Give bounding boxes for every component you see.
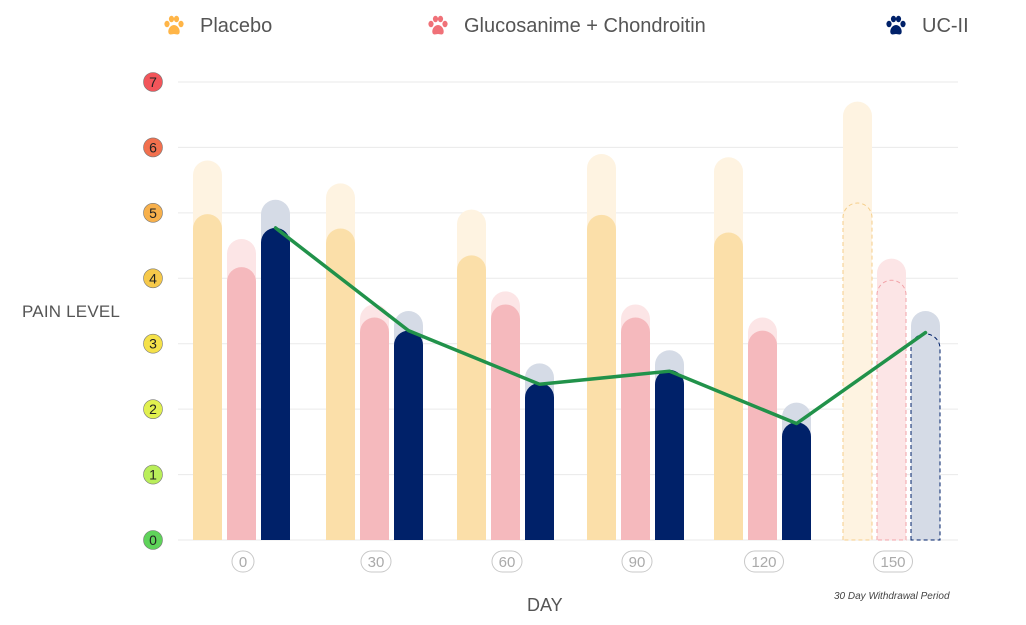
x-tick-pill xyxy=(873,550,913,573)
ucii-bar xyxy=(261,227,290,540)
y-axis-label: PAIN LEVEL xyxy=(22,302,121,321)
bar-group-day-120 xyxy=(714,157,811,540)
y-tick-label: 4 xyxy=(149,270,157,286)
placebo-bar xyxy=(714,232,743,540)
withdrawal-note: 30 Day Withdrawal Period xyxy=(834,591,950,602)
placebo-bar-range xyxy=(843,101,872,540)
glucosamine-bar xyxy=(491,304,520,540)
y-tick-badge xyxy=(143,137,163,158)
ucii-bar xyxy=(525,382,554,540)
ucii-bar-range xyxy=(911,311,940,540)
ucii-bar xyxy=(394,330,423,540)
bar-group-day-90 xyxy=(587,153,684,540)
placebo-bar-withdrawal xyxy=(842,202,873,541)
x-tick-label: 120 xyxy=(751,554,776,571)
legend-label: Glucosanime + Chondroitin xyxy=(464,14,706,37)
bar-group-day-30 xyxy=(326,183,423,540)
legend: Placebo Glucosanime + Chondroitin UC-II xyxy=(0,14,1026,48)
legend-item-placebo: Placebo xyxy=(162,14,272,38)
glucosamine-bar-withdrawal xyxy=(876,279,907,541)
y-tick-label: 0 xyxy=(149,532,157,548)
legend-item-glucosamine: Glucosanime + Chondroitin xyxy=(426,14,706,38)
glucosamine-bar xyxy=(621,317,650,540)
bar-group-day-0 xyxy=(193,160,290,541)
ucii-bar xyxy=(782,422,811,540)
legend-item-ucii: UC-II xyxy=(884,14,969,38)
y-tick-label: 6 xyxy=(149,139,157,155)
y-tick-badge xyxy=(143,399,163,419)
x-tick-pill xyxy=(621,550,653,573)
x-tick-pill xyxy=(491,550,523,573)
x-tick-label: 0 xyxy=(239,554,247,571)
x-tick-pill xyxy=(360,550,392,573)
y-tick-label: 3 xyxy=(149,336,157,352)
x-tick-label: 60 xyxy=(499,554,516,571)
bar-group-day-150 xyxy=(842,101,941,541)
x-axis-label: DAY xyxy=(527,595,563,615)
y-tick-badge xyxy=(143,333,163,354)
y-tick-badge xyxy=(143,72,163,92)
placebo-bar xyxy=(457,255,486,540)
x-tick-label: 30 xyxy=(368,554,385,571)
glucosamine-bar xyxy=(748,330,777,540)
x-tick-label: 150 xyxy=(880,554,905,571)
legend-label: UC-II xyxy=(922,14,969,37)
placebo-bar xyxy=(193,214,222,540)
paw-icon xyxy=(162,14,186,38)
x-tick-label: 90 xyxy=(629,554,646,571)
y-tick-badge xyxy=(143,530,163,550)
y-tick-label: 5 xyxy=(149,205,157,221)
ucii-trend-line xyxy=(273,226,928,426)
y-tick-badge xyxy=(143,268,163,289)
y-tick-badge xyxy=(143,203,163,223)
glucosamine-bar xyxy=(227,267,256,540)
legend-label: Placebo xyxy=(200,14,273,37)
y-tick-label: 2 xyxy=(149,401,157,417)
x-tick-pill xyxy=(231,550,255,573)
placebo-bar xyxy=(326,228,355,540)
y-tick-label: 7 xyxy=(149,74,157,90)
ucii-bar xyxy=(655,369,684,540)
bar-group-day-60 xyxy=(457,209,554,540)
paw-icon xyxy=(884,14,908,38)
glucosamine-bar xyxy=(360,317,389,540)
x-tick-pill xyxy=(744,550,784,573)
glucosamine-bar-range xyxy=(877,258,906,540)
y-tick-label: 1 xyxy=(149,467,157,483)
y-tick-badge xyxy=(143,464,163,485)
paw-icon xyxy=(426,14,450,38)
